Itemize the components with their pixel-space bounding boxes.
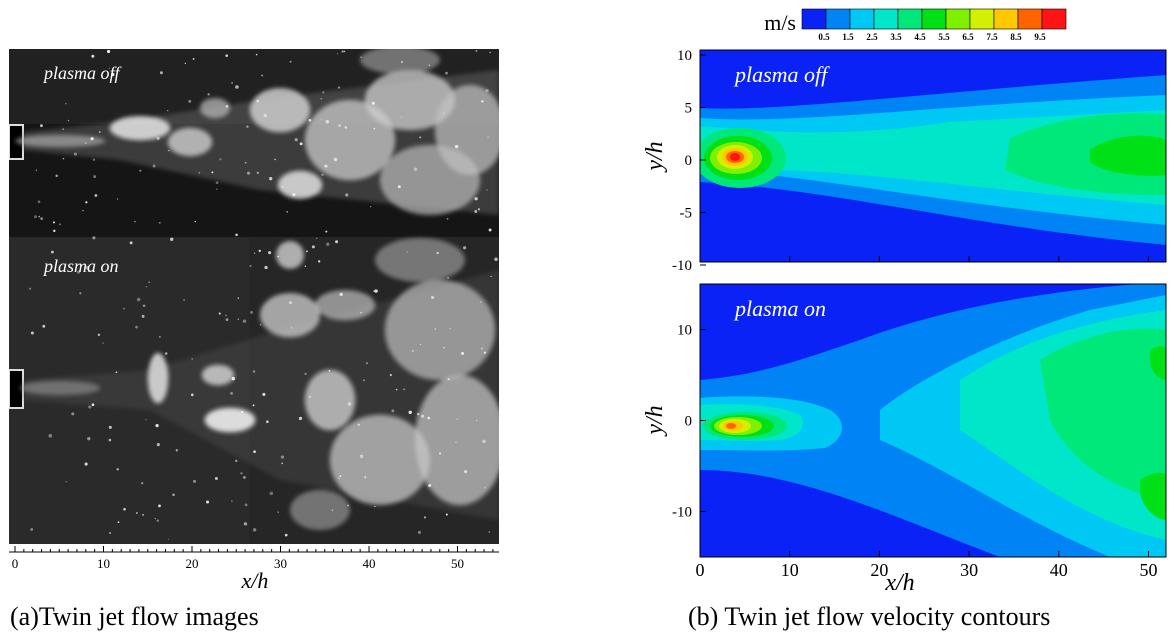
y-axis-label-plasma-on: y/h xyxy=(642,405,668,436)
label-plasma-off-photo: plasma off xyxy=(42,63,123,83)
contour-x-tick-label: 40 xyxy=(1050,560,1068,580)
contour-y-tick-label: -5 xyxy=(680,206,693,222)
contour-x-tick-label: 50 xyxy=(1140,560,1158,580)
colorbar-swatch xyxy=(969,8,995,30)
flow-image-panel xyxy=(9,49,499,544)
colorbar: 0.5 1.5 2.5 3.5 4.5 5.5 6.5 7.5 8.5 9.5 xyxy=(801,8,1067,42)
caption-flow-images: (a)Twin jet flow images xyxy=(10,602,259,631)
contour-x-axis-label: x/h xyxy=(884,570,914,596)
colorbar-tick-label: 4.5 xyxy=(914,32,926,42)
contour-y-tick-label: 10 xyxy=(677,323,692,339)
colorbar-tick-label: 3.5 xyxy=(890,32,902,42)
image-x-axis-label: x/h xyxy=(241,568,269,593)
contour-y-tick-label: 0 xyxy=(685,414,693,430)
colorbar-swatch xyxy=(921,8,947,30)
y-axis-plasma-off: 10 5 0 -5 -10 xyxy=(672,48,706,274)
image-x-tick-label: 20 xyxy=(186,556,199,571)
colorbar-swatch xyxy=(945,8,971,30)
image-x-tick-label: 30 xyxy=(274,556,287,571)
contour-y-tick-label: 0 xyxy=(685,153,693,169)
colorbar-unit: m/s xyxy=(764,10,796,35)
jet-plume-top xyxy=(15,49,499,215)
colorbar-tick-label: 7.5 xyxy=(986,32,998,42)
y-axis-label-plasma-off: y/h xyxy=(642,141,668,172)
contour-x-tick-label: 30 xyxy=(960,560,978,580)
label-plasma-on-contour: plasma on xyxy=(733,296,826,321)
image-x-axis: 0 10 20 30 40 50 xyxy=(9,546,499,571)
image-x-tick-label: 40 xyxy=(363,556,376,571)
image-x-tick-label: 50 xyxy=(451,556,464,571)
colorbar-swatch xyxy=(1017,8,1043,30)
contour-plasma-on xyxy=(700,284,1166,557)
colorbar-swatch xyxy=(801,8,827,30)
y-axis-plasma-on: 10 0 -10 xyxy=(672,323,706,521)
image-x-tick-label: 0 xyxy=(12,556,19,571)
colorbar-tick-label: 5.5 xyxy=(938,32,950,42)
jet-plume-bottom xyxy=(20,238,499,530)
contour-y-tick-label: 10 xyxy=(677,48,692,64)
colorbar-tick-label: 8.5 xyxy=(1010,32,1022,42)
contour-y-tick-label: -10 xyxy=(672,505,692,521)
image-x-tick-label: 10 xyxy=(97,556,110,571)
colorbar-swatch xyxy=(825,8,851,30)
colorbar-swatch xyxy=(873,8,899,30)
colorbar-tick-label: 1.5 xyxy=(842,32,854,42)
contour-y-tick-label: 5 xyxy=(685,101,693,117)
colorbar-swatch xyxy=(849,8,875,30)
contour-x-tick-label: 0 xyxy=(696,560,705,580)
contour-x-axis: 0 10 20 30 40 50 xyxy=(696,256,1158,580)
particle-speckles xyxy=(28,49,498,540)
contour-x-tick-label: 20 xyxy=(870,560,888,580)
colorbar-swatch xyxy=(993,8,1019,30)
label-plasma-off-contour: plasma off xyxy=(733,62,830,87)
contour-y-tick-label: -10 xyxy=(672,258,692,274)
colorbar-tick-label: 2.5 xyxy=(866,32,878,42)
plot-frame-plasma-off xyxy=(699,49,1167,263)
colorbar-tick-label: 6.5 xyxy=(962,32,974,42)
caption-velocity-contours: (b) Twin jet flow velocity contours xyxy=(688,602,1051,631)
colorbar-tick-label: 9.5 xyxy=(1034,32,1046,42)
contour-plasma-off xyxy=(700,50,1166,262)
colorbar-tick-label: 0.5 xyxy=(818,32,830,42)
colorbar-swatch xyxy=(1041,8,1067,30)
colorbar-swatch xyxy=(897,8,923,30)
label-plasma-on-photo: plasma on xyxy=(42,256,119,276)
contour-x-tick-label: 10 xyxy=(781,560,799,580)
